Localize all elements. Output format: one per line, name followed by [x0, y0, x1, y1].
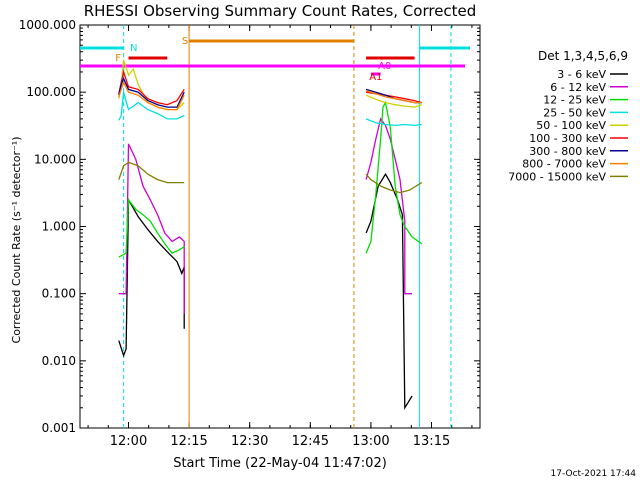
x-tick-label: 12:15 [170, 434, 207, 449]
y-axis-label: Corrected Count Rate (s⁻¹ detector⁻¹) [10, 137, 23, 344]
series-line-3 [118, 197, 185, 258]
y-tick-label: 10.000 [34, 152, 76, 166]
legend-label: 12 - 25 keV [543, 94, 606, 107]
series-line-1 [365, 172, 413, 411]
x-tick-label: 12:00 [110, 434, 147, 449]
series-line-1 [118, 197, 185, 358]
x-tick-label: 12:45 [292, 434, 329, 449]
flag-annotation: A0 [378, 61, 391, 72]
series-lines [118, 59, 423, 411]
series-line-9 [365, 173, 423, 194]
x-tick-label: 13:00 [352, 434, 389, 449]
y-tick-label: 1000.000 [19, 18, 76, 32]
y-tick-label: 1.000 [42, 220, 76, 234]
chart-title: RHESSI Observing Summary Count Rates, Co… [84, 2, 477, 20]
series-line-5 [365, 94, 423, 108]
series-line-9 [118, 161, 185, 184]
legend-title: Det 1,3,4,5,6,9 [538, 49, 628, 63]
flag-annotation: A1 [369, 72, 382, 83]
plot-axes [79, 24, 481, 429]
series-line-6 [118, 69, 185, 106]
series-line-2 [365, 117, 413, 295]
timestamp: 17-Oct-2021 17:44 [551, 469, 637, 479]
series-line-4 [118, 92, 185, 121]
x-tick-label: 13:15 [413, 434, 450, 449]
series-line-8 [365, 90, 422, 104]
series-line-2 [118, 143, 185, 314]
plot-frame [79, 24, 481, 429]
x-tick-labels: 12:00 12:15 12:30 12:45 13:00 13:15 [110, 434, 450, 449]
flag-annotation: F [115, 53, 121, 64]
x-axis-label: Start Time (22-May-04 11:47:02) [173, 456, 387, 471]
legend-label: 6 - 12 keV [550, 81, 606, 94]
series-line-7 [118, 76, 185, 108]
y-tick-labels: 0.001 0.010 0.100 1.000 10.000 100.000 1000.00… [19, 18, 76, 435]
y-tick-label: 0.010 [42, 354, 76, 368]
legend-label: 7000 - 15000 keV [508, 170, 606, 183]
legend-label: 25 - 50 keV [543, 106, 606, 119]
legend-label: 800 - 7000 keV [522, 158, 606, 171]
legend-label: 3 - 6 keV [557, 68, 606, 81]
series-line-4 [365, 118, 422, 127]
y-tick-label: 100.000 [26, 85, 76, 99]
legend-label: 300 - 800 keV [529, 145, 606, 158]
legend-label: 100 - 300 keV [529, 132, 606, 145]
y-tick-label: 0.100 [42, 287, 76, 301]
flag-annotation: S [182, 36, 188, 47]
flag-annotation: N [130, 43, 137, 54]
y-tick-label: 0.001 [42, 421, 76, 435]
series-line-3 [365, 100, 423, 254]
series-line-8 [118, 80, 185, 111]
x-tick-label: 12:30 [231, 434, 268, 449]
legend-label: 50 - 100 keV [536, 119, 606, 132]
